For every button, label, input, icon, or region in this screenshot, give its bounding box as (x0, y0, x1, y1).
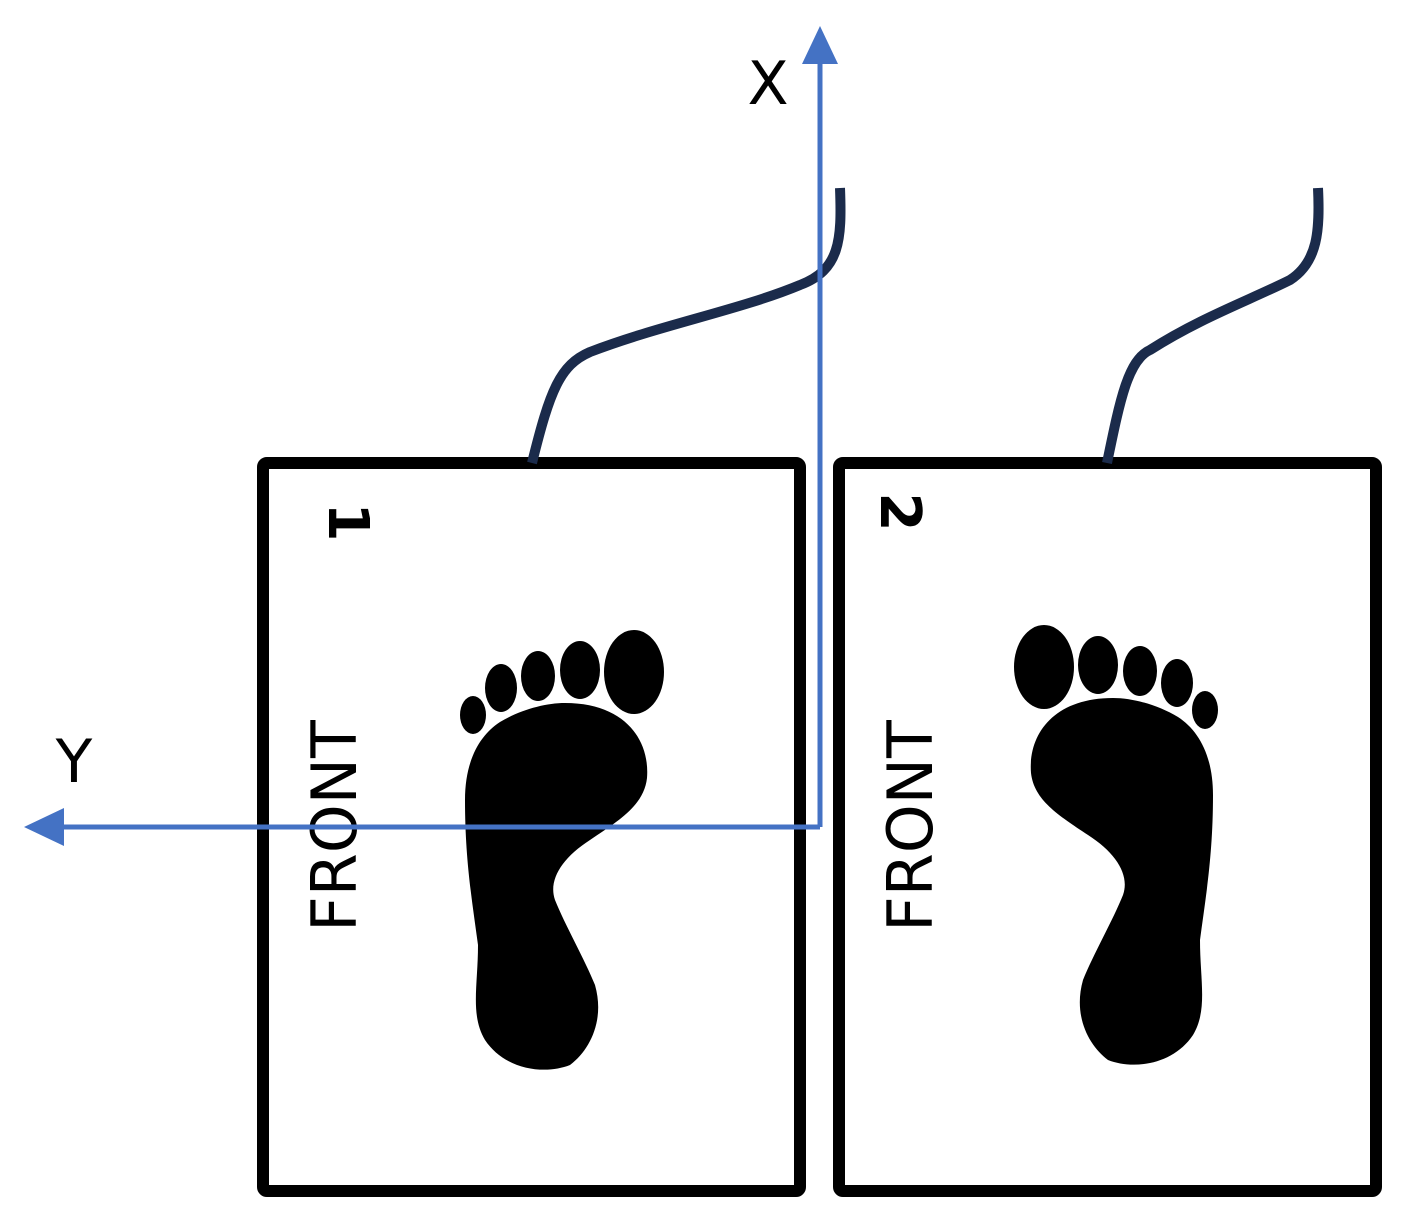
plate-2-front-label: FRONT (874, 719, 947, 932)
coordinate-axes: X Y (24, 26, 838, 846)
x-axis-label: X (747, 49, 788, 119)
plate-2-cable (1102, 187, 1324, 465)
y-axis-arrow-icon (24, 808, 64, 846)
x-axis-arrow-icon (802, 26, 838, 64)
y-axis-label: Y (55, 727, 93, 797)
force-plate-2: 2 FRONT (833, 457, 1382, 1197)
plate-1-cable (527, 187, 846, 465)
right-footprint-icon (1014, 625, 1218, 1065)
plate-1-number: 1 (315, 503, 380, 542)
plate-2-number: 2 (867, 493, 932, 532)
left-footprint-icon (460, 630, 664, 1070)
